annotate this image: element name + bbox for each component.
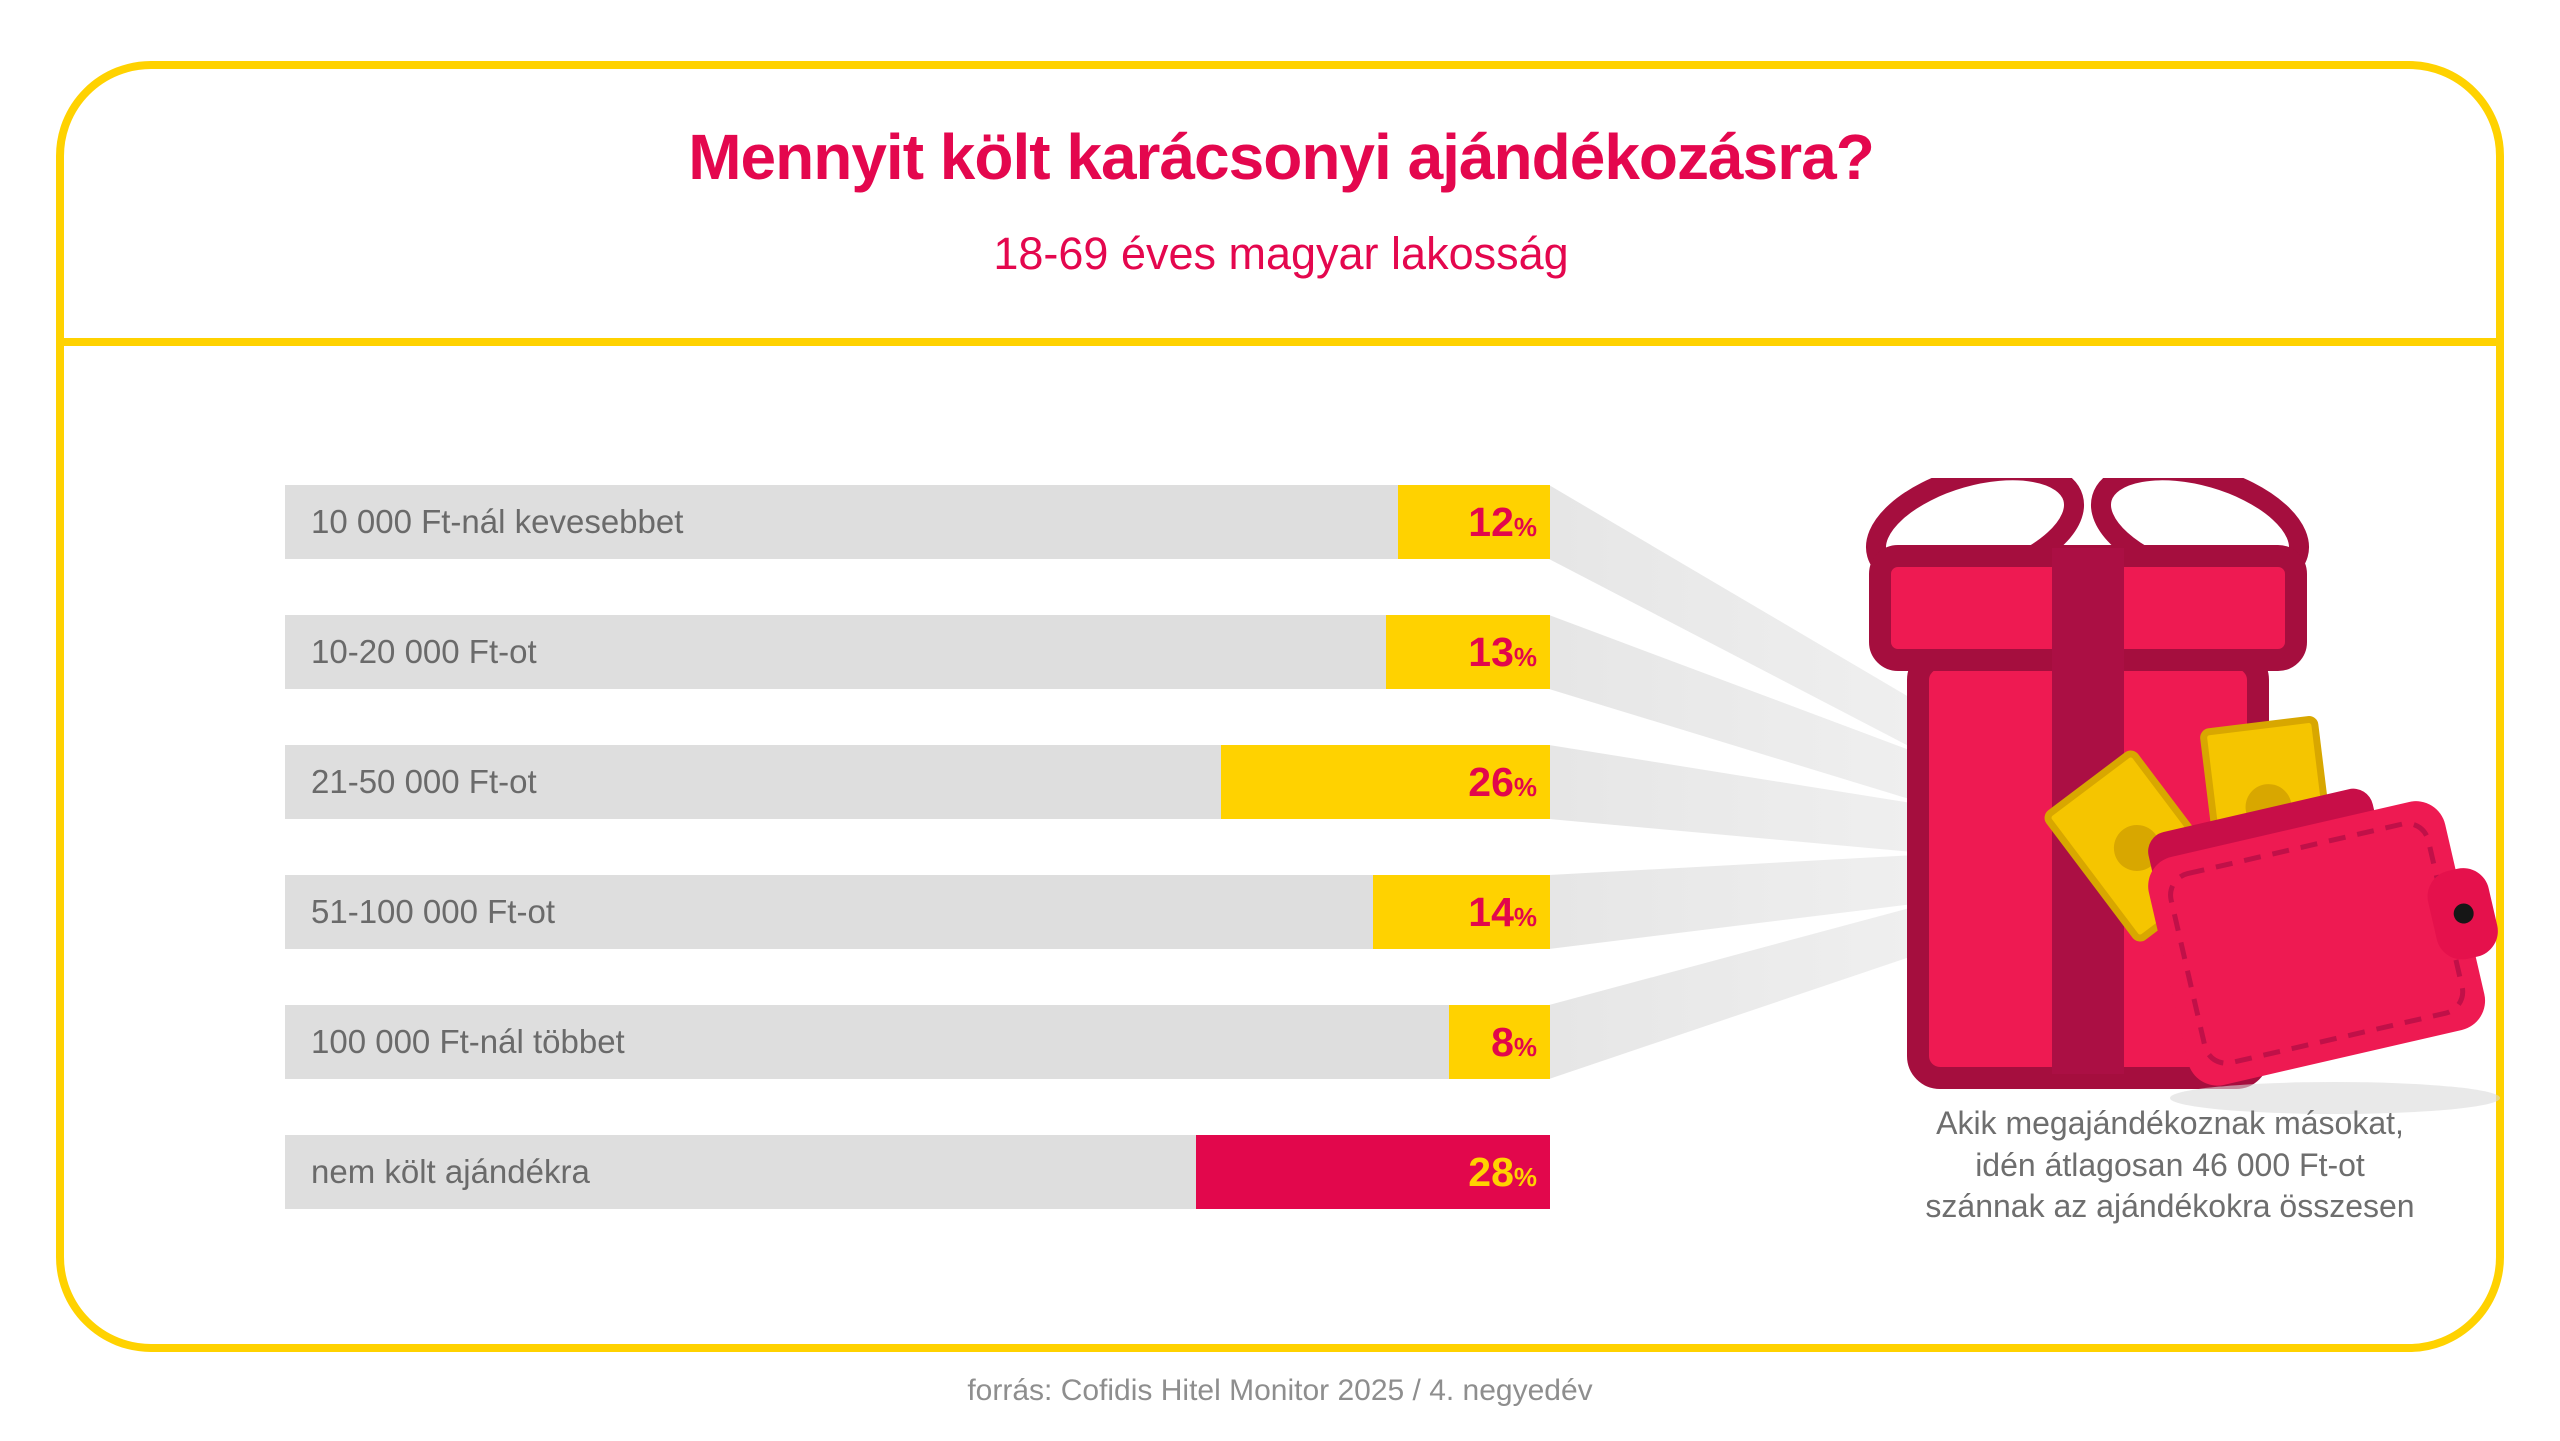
bar-value-segment: 12% [1398, 485, 1550, 559]
bar-row: nem költ ajándékra 28% [285, 1135, 1550, 1209]
bar-category-label: 21-50 000 Ft-ot [311, 763, 537, 800]
bar-track: 10 000 Ft-nál kevesebbet 12% [285, 485, 1550, 559]
bar-value: 8 [1491, 1018, 1514, 1065]
percent-sign: % [1513, 1161, 1537, 1192]
bar-value-segment: 26% [1221, 745, 1550, 819]
page-title: Mennyit költ karácsonyi ajándékozásra? [688, 121, 1875, 193]
bar-row: 10-20 000 Ft-ot 13% [285, 615, 1550, 689]
percent-sign: % [1513, 641, 1537, 672]
bar-category-label: 10-20 000 Ft-ot [311, 633, 537, 670]
bar-row: 10 000 Ft-nál kevesebbet 12% [285, 485, 1550, 559]
wallet-icon [2044, 716, 2498, 1086]
bar-row: 51-100 000 Ft-ot 14% [285, 875, 1550, 949]
callout-line: Akik megajándékoznak másokat, [1936, 1105, 2404, 1141]
bar-category-label: 51-100 000 Ft-ot [311, 893, 555, 930]
source-credit: forrás: Cofidis Hitel Monitor 2025 / 4. … [967, 1374, 1593, 1407]
percent-sign: % [1513, 511, 1537, 542]
bar-category-label: nem költ ajándékra [311, 1153, 590, 1190]
bar-value: 26 [1468, 758, 1514, 805]
bar-track: 21-50 000 Ft-ot 26% [285, 745, 1550, 819]
bar-track: nem költ ajándékra 28% [285, 1135, 1550, 1209]
bar-value-segment: 8% [1448, 1005, 1550, 1079]
bar-value-segment: 13% [1385, 615, 1550, 689]
bar-value-segment: 28% [1195, 1135, 1550, 1209]
callout-line: idén átlagosan 46 000 Ft-ot [1975, 1146, 2365, 1183]
bar-category-label: 10 000 Ft-nál kevesebbet [311, 503, 684, 540]
gift-wallet-illustration [1865, 478, 2500, 1114]
bar-category-label: 100 000 Ft-nál többet [311, 1023, 625, 1060]
bar-row: 21-50 000 Ft-ot 26% [285, 745, 1550, 819]
wallet-shadow [2170, 1082, 2500, 1114]
percent-sign: % [1513, 901, 1537, 932]
bar-value-segment: 14% [1372, 875, 1550, 949]
header-divider-line [60, 338, 2500, 346]
bar-value: 28 [1468, 1148, 1514, 1195]
bar-track: 10-20 000 Ft-ot 13% [285, 615, 1550, 689]
bar-track: 100 000 Ft-nál többet 8% [285, 1005, 1550, 1079]
percent-sign: % [1513, 1031, 1537, 1062]
percent-sign: % [1513, 771, 1537, 802]
bar-value: 12 [1468, 498, 1514, 545]
bar-track: 51-100 000 Ft-ot 14% [285, 875, 1550, 949]
wallet-button [2453, 903, 2474, 924]
bar-value: 13 [1468, 628, 1514, 675]
page-subtitle: 18-69 éves magyar lakosság [993, 228, 1569, 279]
callout-text: Akik megajándékoznak másokat, idén átlag… [1830, 1103, 2510, 1228]
bar-value: 14 [1468, 888, 1514, 935]
callout-line: szánnak az ajándékokra összesen [1925, 1188, 2415, 1225]
bar-row: 100 000 Ft-nál többet 8% [285, 1005, 1550, 1079]
